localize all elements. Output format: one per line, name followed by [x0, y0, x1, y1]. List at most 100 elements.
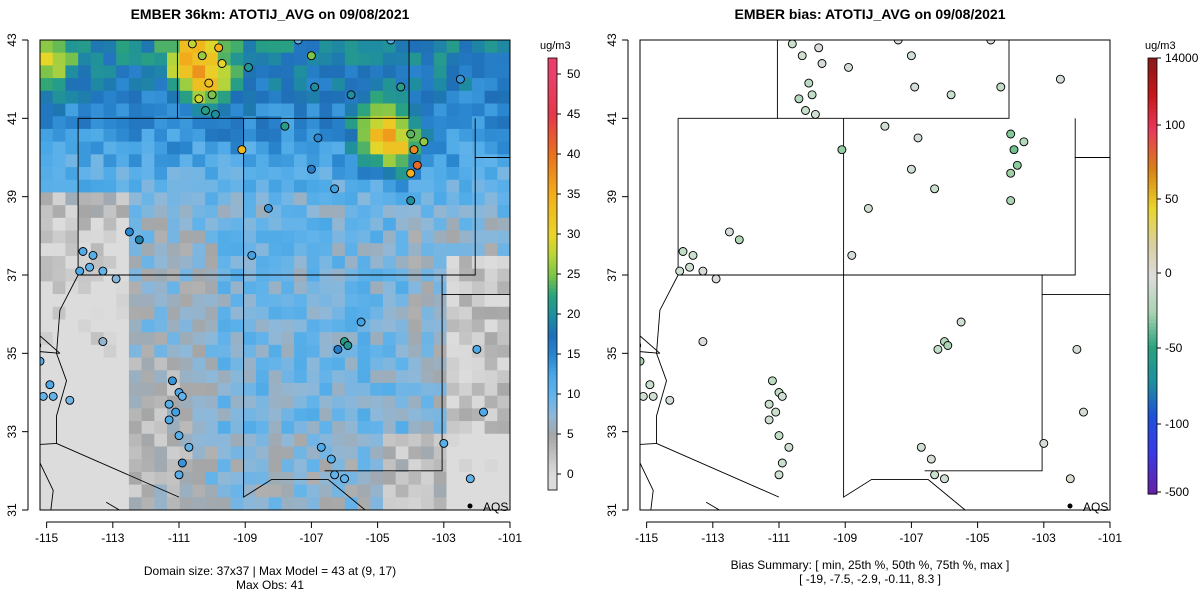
state-border-line [640, 351, 660, 354]
colorbar-segment [548, 151, 557, 156]
grid-cell [52, 319, 66, 333]
grid-cell [319, 408, 333, 422]
grid-cell [243, 141, 257, 155]
grid-cell [255, 433, 270, 447]
grid-cell [154, 103, 168, 117]
grid-cell [128, 192, 143, 206]
colorbar-segment [548, 223, 557, 228]
grid-cell [357, 306, 371, 320]
grid-cell [103, 382, 117, 397]
grid-cell [332, 230, 346, 244]
grid-cell [408, 103, 422, 117]
grid-cell [154, 65, 168, 79]
aqs-station [711, 274, 721, 284]
grid-cell [497, 230, 511, 244]
aqs-station [1039, 438, 1049, 448]
aqs-station [724, 227, 734, 237]
colorbar-segment [1148, 468, 1157, 473]
grid-cell [243, 40, 257, 54]
grid-cell [230, 78, 244, 92]
colorbar-segment [1148, 276, 1157, 281]
colorbar-segment [1148, 315, 1157, 321]
grid-cell [192, 306, 206, 320]
grid-cell [459, 90, 473, 104]
colorbar-tick-label: 14000 [1165, 51, 1199, 65]
colorbar-segment [1148, 134, 1157, 139]
colorbar-segment [548, 180, 557, 185]
grid-cell [484, 471, 498, 485]
concentration-map: -115 -113 -111 -109 -107 -105 -103 -10131333537… [5, 33, 581, 545]
grid-cell [421, 255, 435, 270]
grid-cell [268, 154, 282, 168]
grid-cell [90, 141, 104, 155]
grid-cell [484, 281, 498, 295]
grid-cell [255, 255, 270, 270]
colorbar-segment [548, 162, 557, 167]
aqs-station [930, 470, 940, 480]
grid-cell [141, 294, 155, 308]
x-tick-label: -109 [833, 531, 857, 545]
grid-cell [65, 205, 79, 219]
grid-cell [154, 433, 168, 447]
grid-cell [446, 179, 460, 193]
grid-cell [319, 167, 333, 181]
grid-cell [370, 319, 384, 333]
colorbar-segment [1148, 199, 1157, 204]
grid-cell [484, 255, 498, 270]
grid-cell [243, 103, 257, 117]
aqs-station [244, 62, 253, 72]
grid-cell [319, 179, 333, 193]
grid-cell [40, 446, 54, 460]
aqs-station [913, 133, 923, 143]
aqs-station [316, 442, 326, 452]
grid-cell [332, 395, 346, 409]
grid-cell [459, 281, 473, 295]
state-border-line [243, 157, 510, 276]
grid-cell [65, 294, 79, 308]
grid-cell [128, 294, 143, 308]
colorbar-segment [1148, 236, 1157, 241]
grid-cell [141, 217, 155, 231]
grid-cell [103, 433, 117, 447]
grid-cell [306, 497, 320, 511]
grid-cell [382, 433, 397, 447]
grid-cell [128, 78, 143, 92]
colorbar-segment [548, 252, 557, 257]
grid-cell [332, 484, 346, 498]
grid-cell [421, 433, 435, 447]
grid-cell [65, 344, 79, 358]
grid-cell [116, 116, 130, 130]
grid-cell [205, 484, 219, 498]
grid-cell [230, 344, 244, 358]
grid-cell [205, 306, 219, 320]
grid-cell [459, 230, 473, 244]
state-borders [640, 40, 1110, 510]
grid-cell [141, 141, 155, 155]
grid-cell [205, 192, 219, 206]
colorbar-segment [548, 68, 557, 73]
grid-cell [471, 471, 485, 485]
grid-cell [65, 167, 79, 181]
grid-cell [294, 192, 308, 206]
state-border-line [640, 462, 654, 510]
grid-cell [217, 103, 231, 117]
grid-cell [154, 459, 168, 473]
grid-cell [281, 408, 295, 422]
colorbar-segment [1148, 210, 1157, 215]
aqs-station [187, 40, 197, 49]
grid-cell [319, 217, 333, 231]
grid-cell [217, 319, 231, 333]
grid-cell [230, 65, 244, 79]
grid-cell [281, 382, 295, 397]
aqs-station [794, 94, 804, 104]
grid-cell [103, 217, 117, 231]
grid-cell [382, 408, 397, 422]
grid-cell [243, 154, 257, 168]
colorbar-segment [548, 198, 557, 203]
colorbar-segment [1148, 141, 1157, 146]
grid-cell [408, 281, 422, 295]
grid-cell [154, 243, 168, 257]
grid-cell [78, 306, 92, 320]
x-tick-label: -105 [366, 531, 390, 545]
